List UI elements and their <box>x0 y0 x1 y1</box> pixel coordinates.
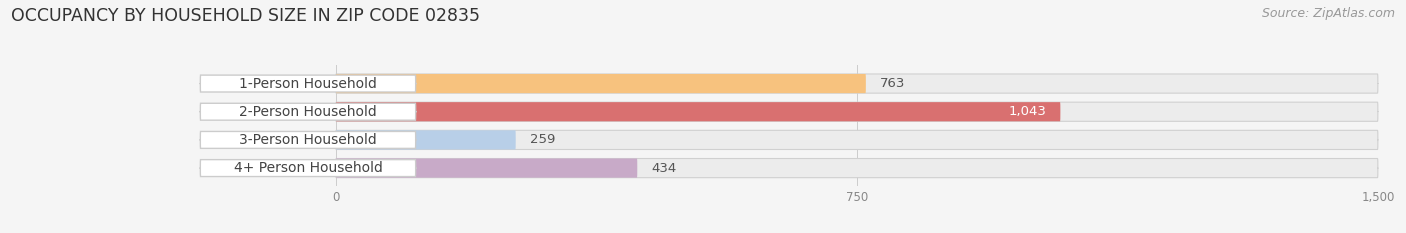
FancyBboxPatch shape <box>200 160 416 177</box>
FancyBboxPatch shape <box>200 75 416 92</box>
Text: 434: 434 <box>651 161 676 175</box>
Text: 1,043: 1,043 <box>1008 105 1046 118</box>
FancyBboxPatch shape <box>336 130 1378 150</box>
FancyBboxPatch shape <box>200 103 416 120</box>
FancyBboxPatch shape <box>336 74 1378 93</box>
Text: 2-Person Household: 2-Person Household <box>239 105 377 119</box>
Text: 4+ Person Household: 4+ Person Household <box>233 161 382 175</box>
Text: 763: 763 <box>880 77 905 90</box>
FancyBboxPatch shape <box>200 131 416 148</box>
Text: Source: ZipAtlas.com: Source: ZipAtlas.com <box>1261 7 1395 20</box>
FancyBboxPatch shape <box>336 130 516 150</box>
Text: 1-Person Household: 1-Person Household <box>239 77 377 91</box>
FancyBboxPatch shape <box>336 74 866 93</box>
FancyBboxPatch shape <box>336 158 637 178</box>
FancyBboxPatch shape <box>336 158 1378 178</box>
Text: 3-Person Household: 3-Person Household <box>239 133 377 147</box>
Text: 259: 259 <box>530 134 555 146</box>
Text: OCCUPANCY BY HOUSEHOLD SIZE IN ZIP CODE 02835: OCCUPANCY BY HOUSEHOLD SIZE IN ZIP CODE … <box>11 7 481 25</box>
FancyBboxPatch shape <box>336 102 1378 121</box>
FancyBboxPatch shape <box>336 102 1060 121</box>
